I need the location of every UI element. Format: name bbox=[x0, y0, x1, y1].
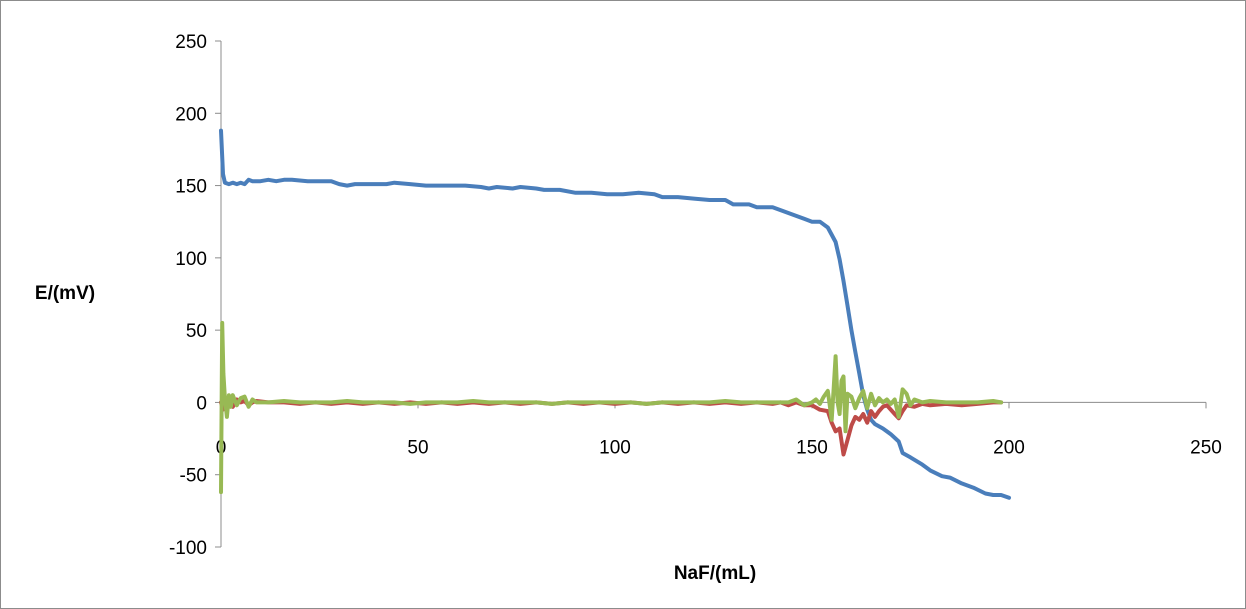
x-tick-label: 50 bbox=[407, 437, 428, 458]
y-tick-label: 0 bbox=[196, 393, 207, 414]
y-tick-label: 200 bbox=[175, 104, 207, 125]
series-line-3 bbox=[219, 320, 1004, 495]
series-lines bbox=[219, 128, 1011, 500]
y-tick-label: -100 bbox=[169, 538, 207, 559]
x-tick-label: 150 bbox=[796, 437, 828, 458]
y-axis-title: E/(mV) bbox=[35, 283, 95, 304]
y-tick-label: 250 bbox=[175, 32, 207, 53]
y-tick-label: 100 bbox=[175, 249, 207, 270]
y-tick-label: -50 bbox=[180, 466, 207, 487]
y-tick-label: 50 bbox=[186, 321, 207, 342]
y-tick-label: 150 bbox=[175, 177, 207, 198]
x-axis-title: NaF/(mL) bbox=[674, 563, 756, 584]
x-tick-label: 200 bbox=[993, 437, 1025, 458]
series-line-1 bbox=[219, 128, 1011, 500]
x-tick-label: 250 bbox=[1190, 437, 1222, 458]
axes bbox=[215, 40, 1207, 548]
x-tick-label: 100 bbox=[599, 437, 631, 458]
